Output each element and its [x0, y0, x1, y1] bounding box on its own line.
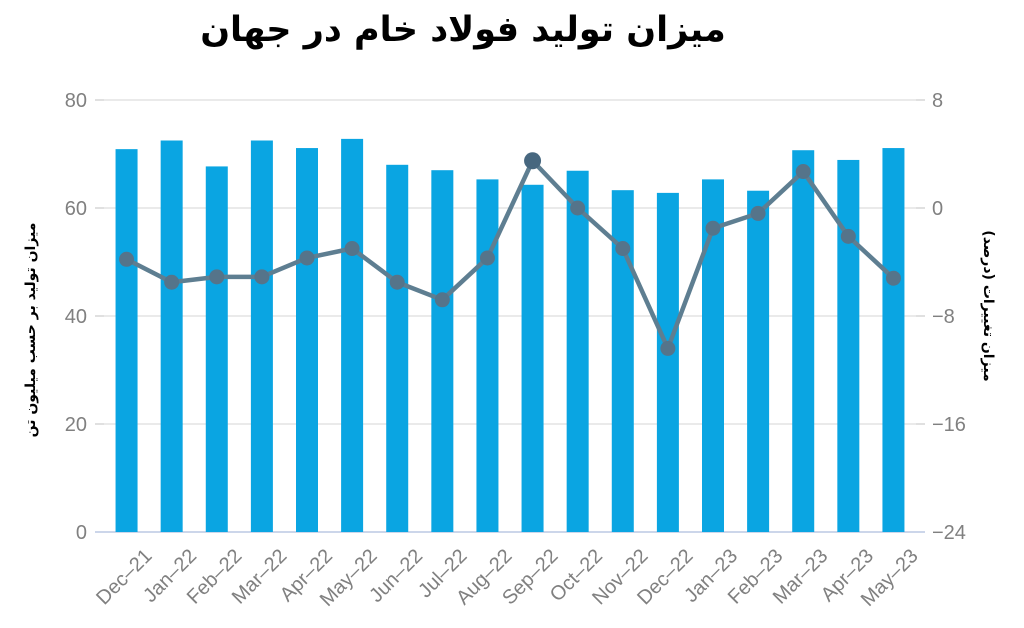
right-y-tick-label: −8 [932, 306, 955, 328]
right-y-tick-label: 0 [932, 198, 943, 220]
right-y-tick-label: −16 [932, 414, 966, 436]
trend-line [124, 158, 896, 351]
right-y-tick-label: 8 [932, 90, 943, 112]
bar [792, 150, 815, 532]
bar [296, 148, 318, 532]
data-point-marker [795, 164, 811, 180]
data-point-marker [209, 269, 225, 285]
bar [205, 166, 228, 533]
left-y-tick-label: 0 [76, 522, 87, 544]
bar [882, 148, 905, 532]
bar [476, 179, 499, 532]
left-y-tick-label: 80 [65, 90, 87, 112]
bar [160, 140, 183, 532]
bar [115, 149, 138, 532]
data-point-marker [660, 340, 676, 356]
bar [702, 179, 724, 532]
data-point-marker [615, 241, 631, 256]
bar [611, 190, 634, 532]
right-y-tick-label: −24 [932, 522, 966, 544]
data-point-marker-emphasized [524, 152, 542, 170]
left-y-tick-label: 60 [65, 198, 87, 220]
data-point-marker [434, 292, 450, 308]
bar [521, 184, 544, 532]
data-point-marker [389, 274, 405, 290]
data-point-marker [254, 269, 270, 285]
data-point-marker [299, 250, 315, 266]
bar [386, 164, 409, 533]
data-point-marker [119, 251, 135, 267]
data-point-marker [570, 200, 586, 216]
bar [656, 192, 679, 532]
data-point-marker [840, 228, 856, 244]
data-point-marker [344, 241, 360, 256]
data-point-marker [705, 220, 721, 236]
bar [747, 190, 770, 532]
data-point-marker [479, 250, 495, 266]
bar [431, 170, 454, 532]
bar [341, 138, 364, 532]
bar [837, 159, 860, 532]
bar [566, 170, 589, 533]
left-y-tick-label: 40 [65, 306, 87, 328]
data-point-marker [885, 270, 901, 286]
data-point-marker [750, 205, 766, 221]
data-point-marker [164, 274, 180, 290]
chart-title: میزان تولید فولاد خام در جهان [200, 10, 726, 50]
left-y-tick-label: 20 [65, 414, 87, 436]
bar [250, 140, 273, 532]
